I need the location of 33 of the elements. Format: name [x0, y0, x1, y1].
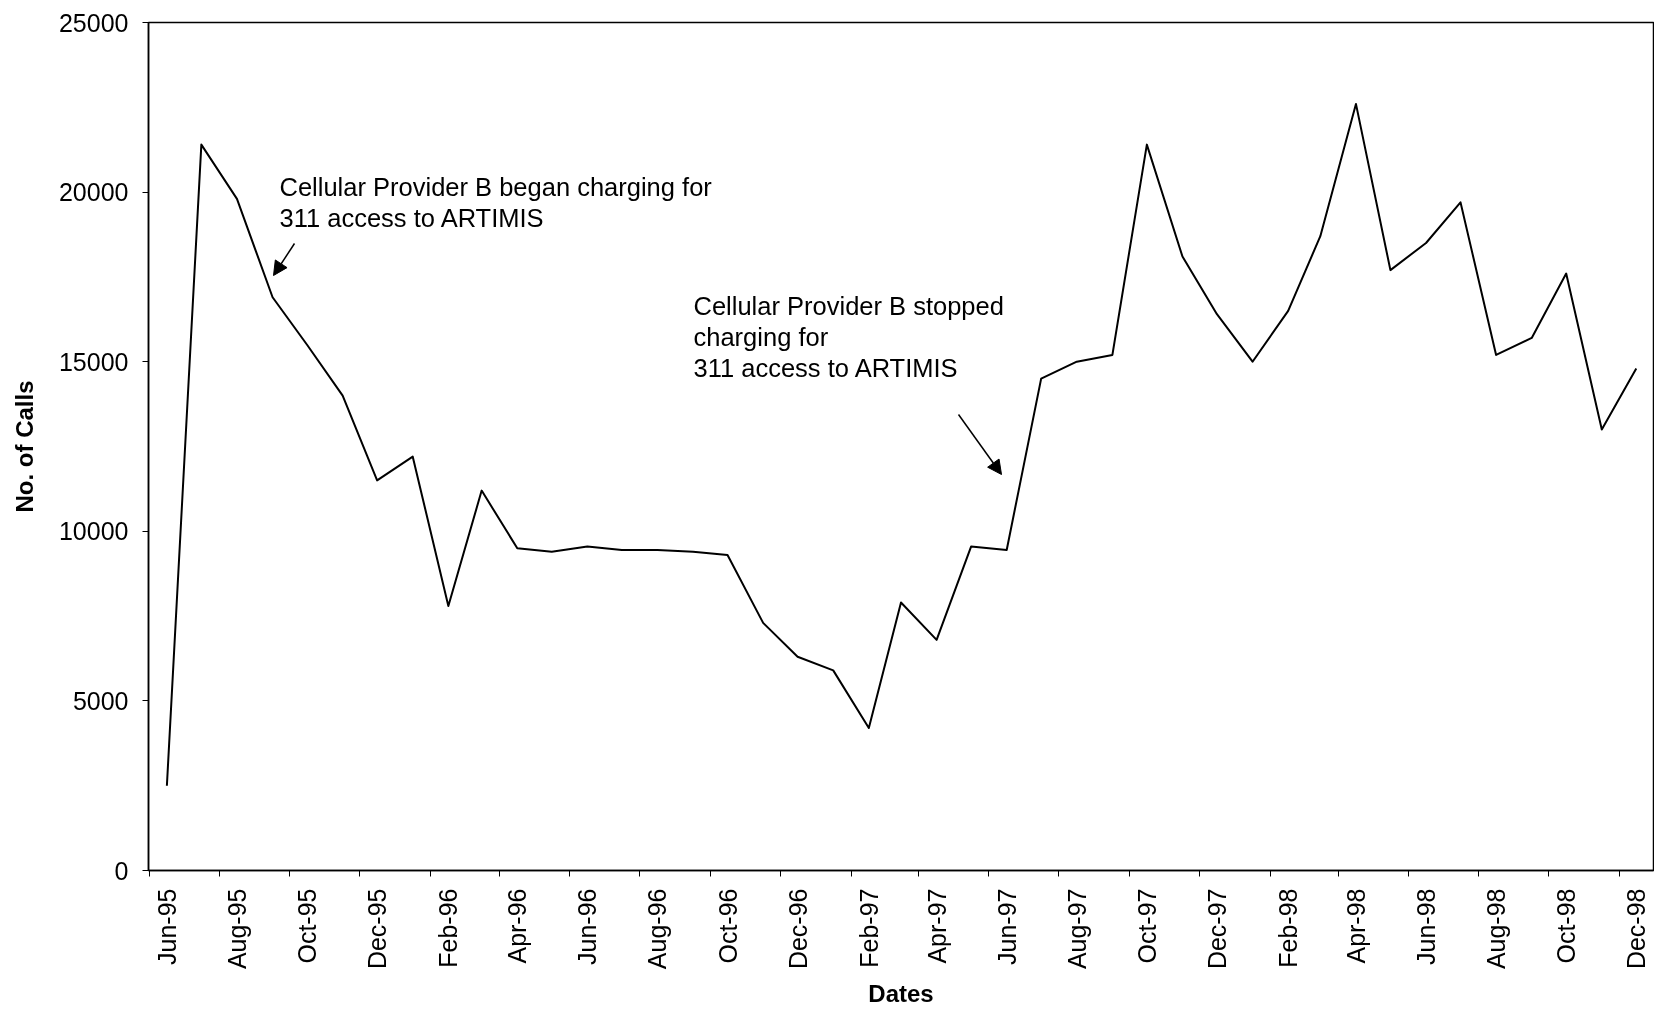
y-tick-label: 20000 — [58, 178, 129, 207]
x-tick-label: Oct-95 — [293, 888, 322, 964]
x-tick-label: Dec-97 — [1202, 888, 1231, 970]
annotation: Cellular Provider B began charging for 311 access to ARTIMIS — [279, 172, 713, 232]
x-tick-label: Apr-96 — [503, 888, 532, 964]
y-tick-label: 25000 — [58, 8, 129, 37]
x-tick-label: Apr-98 — [1341, 888, 1370, 964]
y-tick-label: 10000 — [58, 517, 129, 546]
x-tick-label: Aug-96 — [643, 888, 672, 970]
x-tick-label: Feb-98 — [1274, 888, 1303, 968]
x-tick-label: Jun-98 — [1412, 888, 1441, 965]
x-tick-label: Aug-97 — [1062, 888, 1091, 970]
x-tick-label: Oct-98 — [1552, 888, 1581, 964]
x-tick-label: Apr-97 — [922, 888, 951, 964]
x-tick-label: Jun-96 — [573, 888, 602, 965]
line-series — [165, 102, 1638, 787]
y-axis-title: No. of Calls — [10, 380, 38, 513]
x-tick-label: Aug-95 — [222, 888, 251, 970]
x-tick-label: Jun-97 — [992, 888, 1021, 965]
x-tick-label: Jun-95 — [152, 888, 181, 965]
x-tick-label: Oct-97 — [1132, 888, 1161, 964]
y-tick-label: 5000 — [72, 686, 129, 715]
x-tick-label: Feb-96 — [434, 888, 463, 968]
y-tick-label: 0 — [114, 856, 129, 885]
x-tick-label: Aug-98 — [1482, 888, 1511, 970]
annotation: Cellular Provider B stopped charging for 311 access to ARTIMIS — [693, 291, 1004, 382]
y-tick-label: 15000 — [58, 347, 129, 376]
x-tick-label: Dec-98 — [1622, 888, 1651, 970]
x-tick-label: Feb-97 — [854, 888, 883, 968]
x-tick-label: Oct-96 — [713, 888, 742, 964]
x-tick-label: Dec-95 — [363, 888, 392, 970]
x-tick-label: Dec-96 — [783, 888, 812, 970]
x-axis-title: Dates — [868, 980, 934, 1008]
